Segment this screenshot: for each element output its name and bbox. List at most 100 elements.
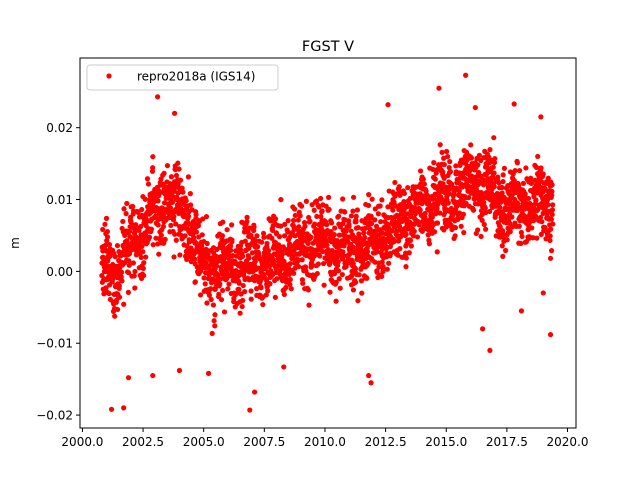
data-point xyxy=(421,181,427,187)
data-point xyxy=(395,252,401,258)
legend-box xyxy=(86,64,279,91)
data-point xyxy=(456,210,463,216)
y-axis: −0.02 −0.01 0.00 0.01 0.02 xyxy=(36,121,80,423)
data-point xyxy=(342,209,348,215)
data-point xyxy=(364,275,370,281)
data-point xyxy=(162,236,168,242)
data-point xyxy=(491,159,498,166)
data-point xyxy=(366,372,372,379)
data-point xyxy=(538,231,544,237)
data-point xyxy=(356,272,362,278)
x-tick-label: 2012.5 xyxy=(365,435,407,449)
data-point xyxy=(303,198,309,204)
data-point xyxy=(340,196,346,202)
data-point xyxy=(115,306,121,313)
data-point xyxy=(119,269,125,275)
data-point xyxy=(403,264,409,270)
data-point xyxy=(254,233,260,239)
data-point xyxy=(314,213,320,220)
data-point xyxy=(311,207,317,213)
data-point xyxy=(164,163,171,169)
data-point xyxy=(271,259,277,265)
data-point xyxy=(321,282,327,288)
data-point xyxy=(278,197,284,203)
data-point xyxy=(236,280,242,286)
x-axis: 2000.0 2002.5 2005.0 2007.5 2010.0 2012.5 2015… xyxy=(61,428,589,449)
data-point xyxy=(434,220,441,226)
data-point xyxy=(377,203,383,209)
data-point xyxy=(481,221,487,228)
data-point xyxy=(499,184,505,191)
data-point xyxy=(509,224,515,230)
data-point xyxy=(455,216,461,223)
data-point xyxy=(209,330,215,337)
data-point xyxy=(515,201,521,207)
data-point xyxy=(445,200,451,206)
data-point xyxy=(116,294,123,300)
data-point xyxy=(140,249,146,255)
data-point xyxy=(227,243,234,249)
data-point xyxy=(432,229,438,235)
data-point xyxy=(132,285,138,291)
data-point xyxy=(500,179,506,185)
data-point xyxy=(416,222,422,228)
data-point xyxy=(431,160,437,166)
data-point xyxy=(130,260,137,266)
data-point xyxy=(434,249,440,255)
data-point xyxy=(407,237,414,244)
data-point xyxy=(106,242,113,248)
data-point xyxy=(336,213,342,219)
data-point xyxy=(460,211,467,217)
data-point xyxy=(443,224,450,230)
data-point xyxy=(468,155,475,161)
data-point xyxy=(292,212,298,219)
data-point xyxy=(168,222,174,228)
data-point xyxy=(251,224,257,230)
data-point xyxy=(192,256,198,262)
data-point xyxy=(359,290,365,296)
data-point xyxy=(410,233,417,239)
data-point xyxy=(549,211,555,218)
data-point xyxy=(263,277,270,283)
data-point xyxy=(378,219,384,225)
data-point xyxy=(496,180,502,186)
data-point xyxy=(499,190,505,196)
data-point xyxy=(121,301,127,307)
data-point xyxy=(518,229,524,236)
data-point xyxy=(332,225,338,231)
data-point xyxy=(150,242,156,248)
data-point xyxy=(487,347,493,354)
data-point xyxy=(272,294,278,300)
data-point xyxy=(529,180,535,186)
data-point xyxy=(200,216,206,222)
data-point xyxy=(476,152,482,158)
data-point xyxy=(523,165,529,171)
data-point xyxy=(548,226,554,232)
data-point xyxy=(437,142,443,148)
data-point xyxy=(212,323,218,329)
data-point xyxy=(376,264,382,270)
data-point xyxy=(139,206,145,213)
data-point xyxy=(386,260,392,266)
data-point xyxy=(447,168,454,175)
data-point xyxy=(491,135,497,141)
data-point xyxy=(204,240,210,247)
data-point xyxy=(244,214,250,220)
data-point xyxy=(306,214,312,221)
data-point xyxy=(287,281,293,288)
data-point xyxy=(384,266,390,272)
data-point xyxy=(298,203,305,209)
data-point xyxy=(197,292,204,298)
data-point xyxy=(314,270,320,277)
data-point xyxy=(261,234,267,240)
data-point xyxy=(529,225,535,231)
data-point xyxy=(103,215,110,221)
data-point xyxy=(523,200,529,206)
x-tick-label: 2002.5 xyxy=(122,435,164,449)
data-point xyxy=(458,223,464,229)
data-point xyxy=(504,237,510,243)
data-point xyxy=(547,237,553,244)
data-point xyxy=(126,258,132,264)
data-point xyxy=(203,214,210,220)
data-point xyxy=(126,228,133,235)
